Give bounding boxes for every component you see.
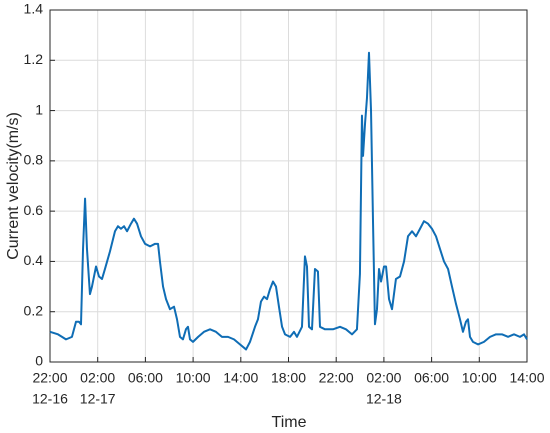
y-tick-label: 1.4 <box>24 1 44 17</box>
x-tick-date: 12-18 <box>366 391 402 407</box>
y-tick-label: 0.2 <box>24 302 44 318</box>
x-tick-label: 10:00 <box>176 370 211 386</box>
y-axis-label: Current velocity(m/s) <box>5 112 22 260</box>
x-tick-label: 10:00 <box>462 370 497 386</box>
x-tick-label: 22:00 <box>32 370 67 386</box>
x-axis-label: Time <box>272 414 307 431</box>
y-tick-label: 0 <box>35 353 43 369</box>
x-tick-label: 02:00 <box>366 370 401 386</box>
y-tick-label: 0.8 <box>24 152 44 168</box>
x-tick-label: 22:00 <box>319 370 354 386</box>
y-tick-label: 1 <box>35 101 43 117</box>
x-tick-label: 06:00 <box>414 370 449 386</box>
x-tick-label: 18:00 <box>271 370 306 386</box>
y-tick-label: 1.2 <box>24 51 44 67</box>
x-tick-date: 12-16 <box>32 391 68 407</box>
x-tick-date: 12-17 <box>80 391 116 407</box>
data-line <box>49 51 528 351</box>
plot-frame <box>49 9 528 363</box>
y-tick-label: 0.6 <box>24 202 44 218</box>
x-tick-label: 14:00 <box>509 370 544 386</box>
x-tick-label: 02:00 <box>80 370 115 386</box>
x-tick-label: 06:00 <box>128 370 163 386</box>
y-tick-label: 0.4 <box>24 252 44 268</box>
x-tick-label: 14:00 <box>223 370 258 386</box>
